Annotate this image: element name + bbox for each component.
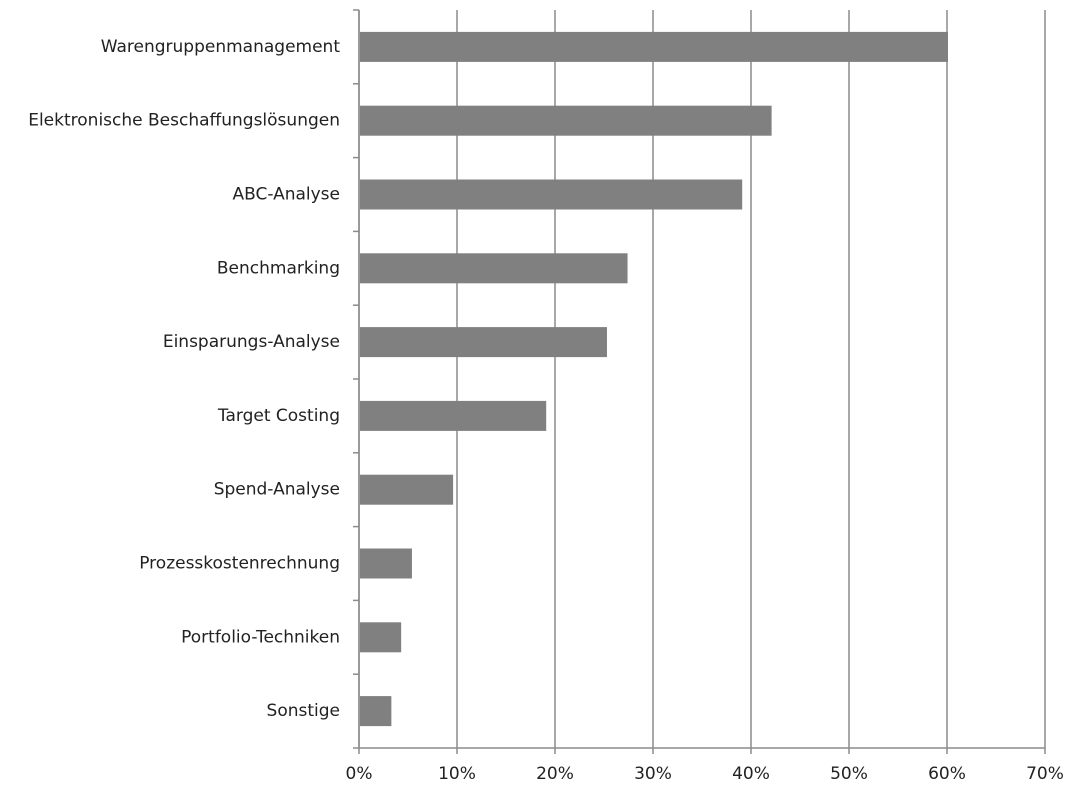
bar: [360, 179, 743, 210]
x-tick-label: 30%: [634, 764, 672, 784]
bar: [360, 622, 402, 653]
y-tick-label: Sonstige: [267, 701, 340, 721]
bar: [360, 474, 454, 505]
x-tick-label: 0%: [346, 764, 373, 784]
y-tick-label: Target Costing: [217, 406, 340, 426]
bar: [360, 327, 607, 358]
y-tick-label: Benchmarking: [217, 258, 340, 278]
bar: [360, 31, 948, 62]
bar: [360, 696, 392, 727]
x-tick-label: 60%: [928, 764, 966, 784]
y-tick-label: Warengruppenmanagement: [101, 37, 341, 57]
x-tick-label: 10%: [438, 764, 476, 784]
y-tick-label: Elektronische Beschaffungslösungen: [28, 111, 340, 131]
y-tick-label: Einsparungs-Analyse: [163, 332, 340, 352]
bar: [360, 105, 772, 136]
bar: [360, 548, 412, 579]
x-tick-label: 50%: [830, 764, 868, 784]
bar: [360, 253, 628, 284]
x-tick-label: 20%: [536, 764, 574, 784]
y-tick-label: Portfolio-Techniken: [181, 627, 340, 647]
x-tick-label: 70%: [1026, 764, 1064, 784]
y-tick-label: Spend-Analyse: [214, 480, 340, 500]
y-tick-label: Prozesskostenrechnung: [139, 554, 340, 574]
bar: [360, 400, 547, 431]
y-tick-label: ABC-Analyse: [232, 185, 340, 205]
x-tick-label: 40%: [732, 764, 770, 784]
